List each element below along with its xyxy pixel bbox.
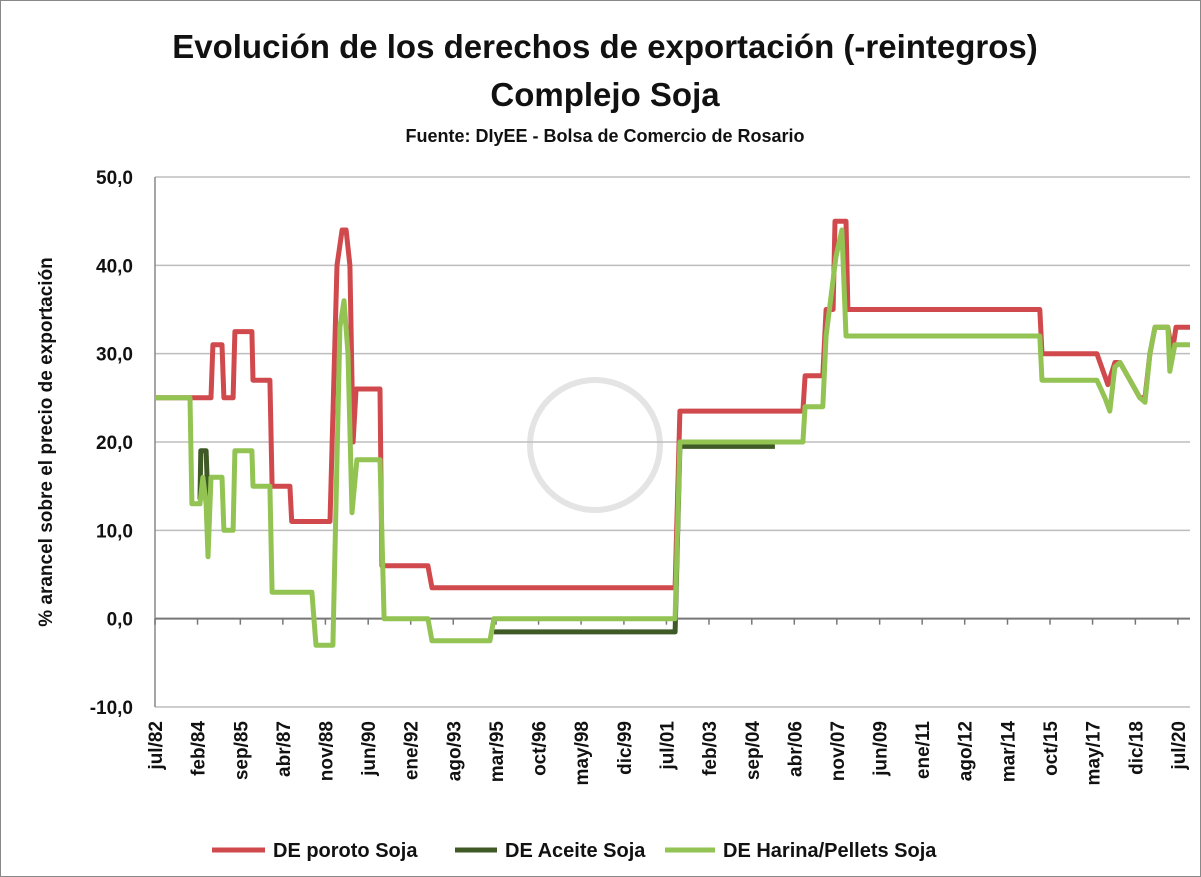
y-tick-label: 20,0	[96, 433, 133, 454]
x-tick-label: abr/06	[785, 721, 806, 777]
x-tick-label: jul/20	[1169, 721, 1190, 771]
x-tick-label: jun/90	[359, 721, 380, 777]
y-tick-label: 40,0	[96, 256, 133, 277]
y-tick-label: 50,0	[96, 168, 133, 189]
x-tick-label: sep/85	[231, 721, 252, 781]
y-tick-label: -10,0	[90, 698, 133, 719]
x-tick-label: jul/82	[146, 721, 167, 771]
x-tick-label: ago/12	[956, 721, 977, 781]
x-tick-label: may/17	[1084, 721, 1105, 785]
x-tick-label: mar/95	[487, 721, 508, 783]
x-tick-label: abr/87	[274, 721, 295, 777]
legend-label: DE Harina/Pellets Soja	[723, 840, 937, 862]
x-tick-label: dic/18	[1126, 721, 1147, 775]
chart-title: Evolución de los derechos de exportación…	[172, 28, 1038, 65]
x-tick-label: feb/03	[700, 721, 721, 776]
x-tick-label: ago/93	[444, 721, 465, 781]
x-tick-label: oct/15	[1041, 721, 1062, 776]
legend-label: DE poroto Soja	[273, 840, 418, 862]
legend-label: DE Aceite Soja	[505, 840, 646, 862]
x-tick-label: mar/14	[998, 721, 1019, 783]
x-tick-label: jul/01	[657, 721, 678, 771]
x-tick-label: sep/04	[743, 721, 764, 781]
x-tick-label: may/98	[572, 721, 593, 785]
x-tick-label: ene/11	[913, 721, 934, 780]
chart-source: Fuente: DIyEE - Bolsa de Comercio de Ros…	[405, 126, 804, 146]
y-tick-label: 30,0	[96, 345, 133, 366]
y-tick-label: 10,0	[96, 521, 133, 542]
x-tick-label: feb/84	[189, 721, 210, 776]
x-tick-label: dic/99	[615, 721, 636, 775]
x-tick-label: ene/92	[402, 721, 423, 780]
watermark	[527, 377, 663, 513]
x-tick-label: jun/09	[871, 721, 892, 777]
y-axis-label: % arancel sobre el precio de exportación	[36, 257, 57, 627]
x-tick-label: nov/88	[316, 721, 337, 781]
y-tick-label: 0,0	[107, 610, 133, 631]
x-tick-label: oct/96	[530, 721, 551, 776]
chart-subtitle: Complejo Soja	[490, 76, 720, 113]
line-series	[155, 227, 1190, 648]
x-tick-label: nov/07	[828, 721, 849, 781]
